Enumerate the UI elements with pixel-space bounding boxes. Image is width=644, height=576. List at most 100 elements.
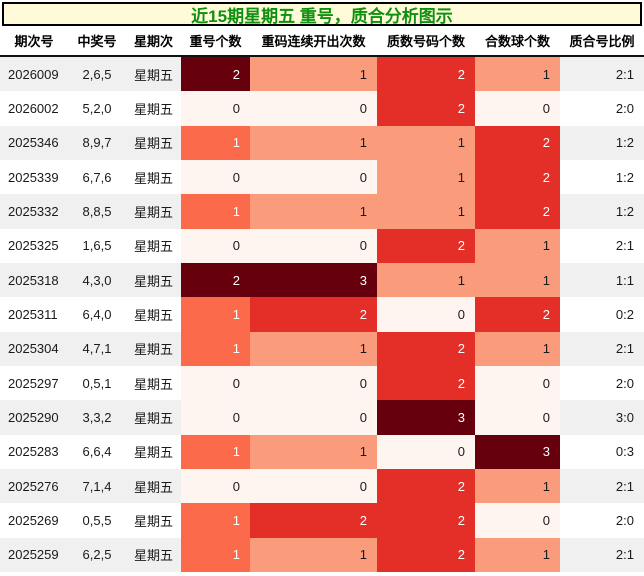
period-cell: 2025297 bbox=[0, 366, 68, 401]
table-row: 2025283 6,6,4 星期五 1 1 0 3 0:3 bbox=[0, 434, 644, 470]
table-body: 2026009 2,6,5 星期五 2 1 2 1 2:1 2026002 5,… bbox=[0, 57, 644, 573]
winning-numbers-cell: 0,5,1 bbox=[68, 366, 126, 401]
repeat-streak-heat-cell: 1 bbox=[250, 537, 377, 573]
col-header-prime-count: 质数号码个数 bbox=[386, 34, 465, 49]
winning-numbers-cell: 6,4,0 bbox=[68, 297, 126, 332]
winning-numbers-cell: 1,6,5 bbox=[68, 228, 126, 264]
winning-numbers-cell: 8,9,7 bbox=[68, 125, 126, 161]
repeat-count-heat-cell: 1 bbox=[181, 194, 250, 229]
prime-composite-ratio-cell: 2:1 bbox=[560, 537, 644, 573]
period-cell: 2025283 bbox=[0, 434, 68, 470]
weekday-cell: 星期五 bbox=[126, 400, 181, 435]
composite-count-heat-cell: 2 bbox=[475, 194, 560, 229]
repeat-count-heat-cell: 1 bbox=[181, 434, 250, 470]
period-cell: 2025339 bbox=[0, 160, 68, 195]
repeat-count-heat-cell: 0 bbox=[181, 91, 250, 126]
winning-numbers-cell: 6,6,4 bbox=[68, 434, 126, 470]
prime-count-heat-cell: 2 bbox=[377, 331, 475, 367]
composite-count-heat-cell: 0 bbox=[475, 400, 560, 435]
table-header-row: 期次号 中奖号 星期次 重号个数 重码连续开出次数 质数号码个数 合数球个数 质… bbox=[0, 26, 644, 57]
composite-count-heat-cell: 2 bbox=[475, 160, 560, 195]
weekday-cell: 星期五 bbox=[126, 434, 181, 470]
composite-count-heat-cell: 0 bbox=[475, 503, 560, 538]
prime-count-heat-cell: 1 bbox=[377, 125, 475, 161]
repeat-streak-heat-cell: 0 bbox=[250, 91, 377, 126]
repeat-count-heat-cell: 0 bbox=[181, 366, 250, 401]
prime-composite-ratio-cell: 1:2 bbox=[560, 194, 644, 229]
prime-count-heat-cell: 2 bbox=[377, 537, 475, 573]
weekday-cell: 星期五 bbox=[126, 366, 181, 401]
prime-composite-ratio-cell: 1:1 bbox=[560, 263, 644, 298]
composite-count-heat-cell: 1 bbox=[475, 57, 560, 92]
col-header-prime-composite-ratio: 质合号比例 bbox=[569, 34, 635, 49]
weekday-cell: 星期五 bbox=[126, 160, 181, 195]
table-row: 2026002 5,2,0 星期五 0 0 2 0 2:0 bbox=[0, 91, 644, 126]
period-cell: 2025318 bbox=[0, 263, 68, 298]
weekday-cell: 星期五 bbox=[126, 263, 181, 298]
prime-count-heat-cell: 2 bbox=[377, 366, 475, 401]
composite-count-heat-cell: 1 bbox=[475, 537, 560, 573]
weekday-cell: 星期五 bbox=[126, 194, 181, 229]
prime-composite-ratio-cell: 2:1 bbox=[560, 331, 644, 367]
winning-numbers-cell: 4,7,1 bbox=[68, 331, 126, 367]
repeat-count-heat-cell: 1 bbox=[181, 125, 250, 161]
table-row: 2025304 4,7,1 星期五 1 1 2 1 2:1 bbox=[0, 331, 644, 367]
repeat-streak-heat-cell: 0 bbox=[250, 228, 377, 264]
winning-numbers-cell: 6,7,6 bbox=[68, 160, 126, 195]
prime-composite-ratio-cell: 2:1 bbox=[560, 228, 644, 264]
repeat-streak-heat-cell: 0 bbox=[250, 366, 377, 401]
winning-numbers-cell: 6,2,5 bbox=[68, 537, 126, 573]
table-row: 2025346 8,9,7 星期五 1 1 1 2 1:2 bbox=[0, 125, 644, 161]
repeat-count-heat-cell: 0 bbox=[181, 469, 250, 504]
prime-composite-ratio-cell: 2:0 bbox=[560, 503, 644, 538]
repeat-count-heat-cell: 0 bbox=[181, 400, 250, 435]
repeat-streak-heat-cell: 1 bbox=[250, 331, 377, 367]
weekday-cell: 星期五 bbox=[126, 503, 181, 538]
repeat-streak-heat-cell: 2 bbox=[250, 503, 377, 538]
winning-numbers-cell: 2,6,5 bbox=[68, 57, 126, 92]
col-header-winning-numbers: 中奖号 bbox=[77, 34, 117, 49]
weekday-cell: 星期五 bbox=[126, 125, 181, 161]
repeat-streak-heat-cell: 1 bbox=[250, 194, 377, 229]
prime-composite-ratio-cell: 3:0 bbox=[560, 400, 644, 435]
repeat-count-heat-cell: 0 bbox=[181, 228, 250, 264]
prime-count-heat-cell: 2 bbox=[377, 469, 475, 504]
composite-count-heat-cell: 0 bbox=[475, 366, 560, 401]
period-cell: 2026009 bbox=[0, 57, 68, 92]
repeat-streak-heat-cell: 0 bbox=[250, 400, 377, 435]
table-row: 2025318 4,3,0 星期五 2 3 1 1 1:1 bbox=[0, 263, 644, 298]
prime-count-heat-cell: 1 bbox=[377, 194, 475, 229]
prime-count-heat-cell: 2 bbox=[377, 228, 475, 264]
winning-numbers-cell: 7,1,4 bbox=[68, 469, 126, 504]
repeat-count-heat-cell: 2 bbox=[181, 263, 250, 298]
winning-numbers-cell: 3,3,2 bbox=[68, 400, 126, 435]
repeat-count-heat-cell: 1 bbox=[181, 297, 250, 332]
table-row: 2025269 0,5,5 星期五 1 2 2 0 2:0 bbox=[0, 503, 644, 538]
repeat-streak-heat-cell: 2 bbox=[250, 297, 377, 332]
composite-count-heat-cell: 2 bbox=[475, 125, 560, 161]
prime-count-heat-cell: 3 bbox=[377, 400, 475, 435]
period-cell: 2025346 bbox=[0, 125, 68, 161]
composite-count-heat-cell: 1 bbox=[475, 228, 560, 264]
repeat-streak-heat-cell: 1 bbox=[250, 57, 377, 92]
weekday-cell: 星期五 bbox=[126, 57, 181, 92]
winning-numbers-cell: 0,5,5 bbox=[68, 503, 126, 538]
prime-composite-ratio-cell: 2:1 bbox=[560, 469, 644, 504]
prime-count-heat-cell: 2 bbox=[377, 57, 475, 92]
weekday-cell: 星期五 bbox=[126, 537, 181, 573]
prime-composite-ratio-cell: 0:3 bbox=[560, 434, 644, 470]
weekday-cell: 星期五 bbox=[126, 469, 181, 504]
prime-composite-ratio-cell: 1:2 bbox=[560, 160, 644, 195]
col-header-repeat-streak: 重码连续开出次数 bbox=[261, 34, 366, 49]
period-cell: 2025332 bbox=[0, 194, 68, 229]
table-row: 2025297 0,5,1 星期五 0 0 2 0 2:0 bbox=[0, 366, 644, 401]
prime-count-heat-cell: 1 bbox=[377, 263, 475, 298]
col-header-weekday: 星期次 bbox=[133, 34, 173, 49]
repeat-streak-heat-cell: 1 bbox=[250, 434, 377, 470]
table-row: 2025311 6,4,0 星期五 1 2 0 2 0:2 bbox=[0, 297, 644, 332]
table-row: 2025259 6,2,5 星期五 1 1 2 1 2:1 bbox=[0, 537, 644, 573]
repeat-streak-heat-cell: 0 bbox=[250, 469, 377, 504]
table-row: 2025276 7,1,4 星期五 0 0 2 1 2:1 bbox=[0, 469, 644, 504]
col-header-repeat-count: 重号个数 bbox=[189, 34, 242, 49]
period-cell: 2025259 bbox=[0, 537, 68, 573]
